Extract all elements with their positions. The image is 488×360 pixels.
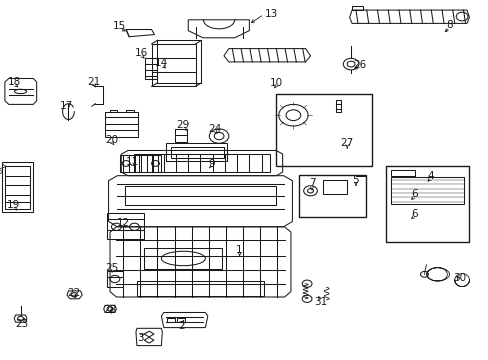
Text: 6: 6: [410, 209, 417, 219]
Text: 25: 25: [104, 263, 118, 273]
Text: 21: 21: [87, 77, 101, 87]
Text: 9: 9: [207, 159, 214, 169]
Text: 6: 6: [410, 189, 417, 199]
Bar: [299, 175, 365, 217]
Text: 29: 29: [176, 120, 190, 130]
Text: 22: 22: [67, 288, 81, 298]
Text: 2: 2: [178, 321, 185, 331]
Text: 4: 4: [426, 171, 433, 181]
Text: 8: 8: [446, 20, 452, 30]
Text: 3: 3: [137, 333, 144, 343]
Text: 30: 30: [452, 273, 465, 283]
Text: 28: 28: [103, 305, 117, 315]
Text: 7: 7: [308, 178, 315, 188]
Text: 20: 20: [105, 135, 118, 145]
Text: 16: 16: [135, 48, 148, 58]
Text: 5: 5: [352, 175, 359, 185]
Text: 27: 27: [340, 138, 353, 148]
Bar: [386, 166, 468, 242]
Text: 13: 13: [264, 9, 278, 19]
Text: 10: 10: [269, 78, 282, 88]
Text: 23: 23: [15, 319, 28, 329]
Text: 24: 24: [208, 124, 222, 134]
Text: 14: 14: [154, 58, 168, 68]
Text: 11: 11: [125, 157, 139, 167]
Text: 1: 1: [236, 245, 243, 255]
Text: 26: 26: [352, 60, 366, 70]
Bar: [276, 94, 371, 166]
Text: 18: 18: [8, 77, 21, 87]
Text: 31: 31: [313, 297, 326, 307]
Text: 17: 17: [59, 101, 73, 111]
Text: 12: 12: [116, 218, 130, 228]
Text: 15: 15: [113, 21, 126, 31]
Text: 19: 19: [7, 200, 20, 210]
